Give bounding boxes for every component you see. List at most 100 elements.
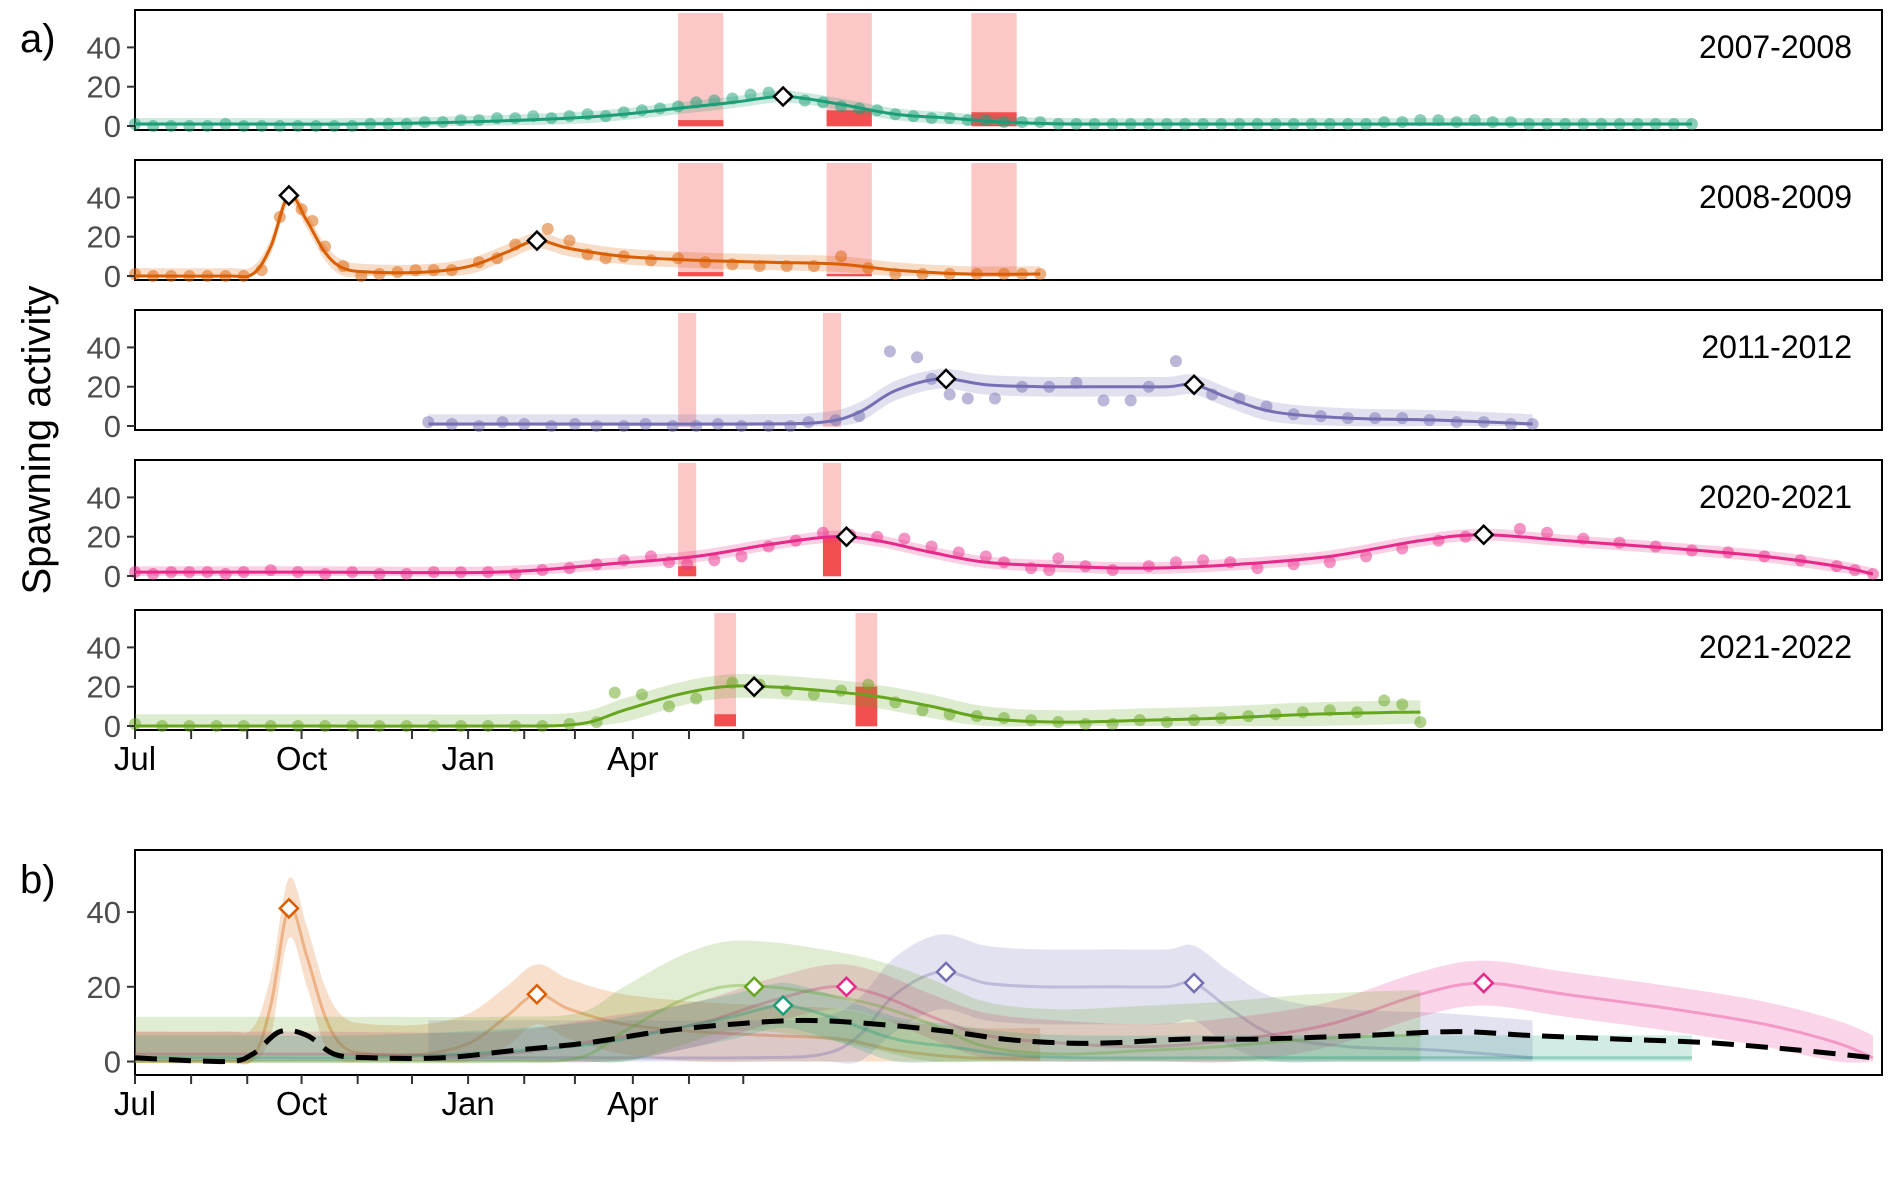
data-point [346,120,359,132]
facet-2008-2009: 0 20 40 2008-2009 [87,159,1883,294]
data-point [291,120,304,132]
peak-marker [835,976,858,998]
event-activity-bar [678,272,724,276]
data-point [1142,560,1155,573]
y-tick-label: 40 [87,630,121,665]
facet-label: 2011-2012 [1701,329,1852,365]
y-tick-label: 40 [87,480,121,515]
data-point [911,351,924,364]
x-tick-label: Jan [441,740,494,777]
y-tick-label: 40 [87,30,121,65]
data-point [690,692,703,705]
x-tick-label: Oct [276,740,327,777]
data-point [496,416,509,429]
peak-marker [1183,972,1205,994]
data-point [129,268,141,281]
peak-marker [526,983,548,1006]
data-point [1160,716,1173,729]
data-point [635,688,648,701]
data-point [590,420,603,432]
peak-marker [743,675,765,698]
event-period [822,313,842,427]
facet-frame [134,609,1883,731]
data-point [129,718,141,731]
data-point [1323,556,1336,569]
data-point [409,264,422,277]
data-point [1360,550,1373,563]
data-point [784,420,797,432]
data-point [916,704,929,717]
facet-label: 2007-2008 [1699,29,1852,65]
series-band [428,934,1533,1064]
data-point [1197,554,1210,567]
y-tick-label: 20 [87,220,121,255]
event-period [678,313,697,427]
series-band [135,960,1873,1063]
peak-marker [1472,523,1495,546]
event-activity-bar [826,274,872,276]
data-point [961,392,974,405]
data-point [762,420,775,432]
data-point [666,420,679,432]
facet-2011-2012: 0 20 40 2011-2012 [87,309,1883,444]
data-point [310,120,323,132]
y-tick-label: 20 [87,370,121,405]
data-point [1097,394,1110,407]
y-tick-label: 0 [104,409,121,444]
data-point [1526,418,1539,431]
data-point [422,416,435,429]
event-period [678,163,724,277]
data-point [541,222,554,235]
facet-2021-2022: 0 20 40 2021-2022 [87,609,1883,744]
y-tick-label: 0 [104,1045,121,1080]
data-point [988,392,1001,405]
facet-2020-2021: 0 20 40 2020-2021 [87,459,1883,594]
y-axis-label: Spawning activity [15,285,59,594]
y-tick-label: 20 [87,670,121,705]
data-point [744,88,757,101]
peak-marker [743,976,765,998]
y-tick-label: 40 [87,330,121,365]
smooth-line [134,193,1041,279]
data-point [1169,556,1182,569]
data-point [1396,698,1409,711]
data-point [898,532,911,545]
data-point [1169,355,1182,368]
y-tick-label: 0 [104,709,121,744]
data-point [681,558,694,571]
data-point [255,120,268,132]
data-point [617,106,630,119]
x-tick-label: Jul [114,1085,156,1122]
data-point [663,700,676,713]
data-point [472,420,485,432]
data-point [1504,116,1517,129]
x-tick-label: Jan [441,1085,494,1122]
data-point [147,568,160,581]
x-tick-label: Apr [607,740,658,777]
data-point [1106,564,1119,577]
peak-marker [935,961,957,983]
data-point [1251,562,1264,575]
data-point [1450,116,1463,129]
data-point [264,564,277,577]
series-line [134,905,1041,1065]
data-point [925,540,938,553]
series-line [428,970,1533,1060]
data-point [1613,536,1626,549]
data-point [165,120,178,132]
y-tick-label: 20 [87,70,121,105]
data-point [237,120,250,132]
event-activity-bar [678,120,724,126]
confidence-band [428,368,1533,427]
data-point [883,345,896,358]
data-point [373,568,386,581]
data-point [1079,718,1092,731]
data-point [1378,116,1391,129]
peak-marker [278,897,300,920]
data-point [319,568,332,581]
x-tick-label: Jul [114,740,156,777]
peak-marker [772,994,794,1017]
data-point [735,550,748,563]
facet-panels: 0 20 40 2007-2008 0 20 40 2008-2009 0 20 40 2011-20… [87,9,1883,744]
